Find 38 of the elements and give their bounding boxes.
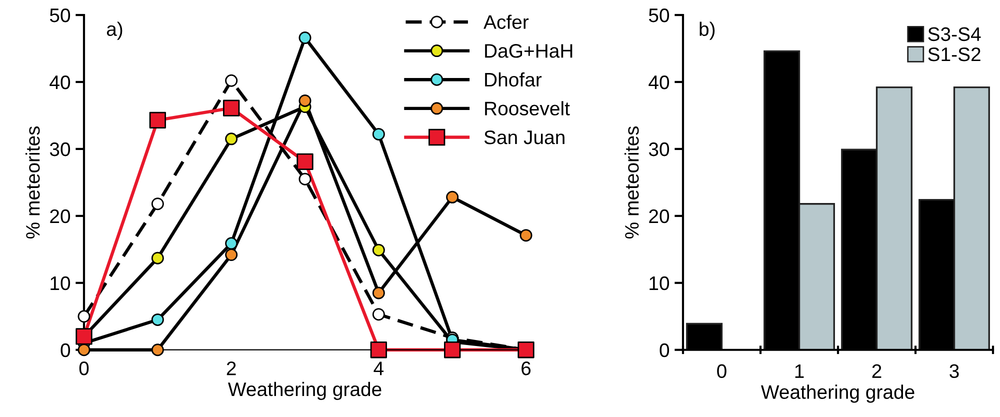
legend-label: San Juan xyxy=(484,130,564,144)
y-tick-label: 0 xyxy=(660,343,670,358)
y-tick-label: 40 xyxy=(50,75,70,90)
y-tick-label: 0 xyxy=(60,343,70,358)
legend-label: Roosevelt xyxy=(485,101,570,116)
legend-label: S3-S4 xyxy=(928,27,981,42)
y-axis-title: % meteorites xyxy=(26,126,40,238)
point xyxy=(296,153,314,170)
point xyxy=(370,342,387,358)
y-tick-label: 20 xyxy=(50,209,70,224)
x-axis-title: Weathering grade xyxy=(228,382,382,400)
x-tick-label: 6 xyxy=(522,361,531,376)
legend-label: Dhofar xyxy=(485,72,542,87)
x-axis-title: Weathering grade xyxy=(760,384,914,403)
x-tick-label: 2 xyxy=(226,361,236,376)
legend-label: S1-S2 xyxy=(928,47,980,62)
x-tick-label: 4 xyxy=(374,362,384,376)
annotation: a) xyxy=(106,22,122,40)
point xyxy=(223,100,240,116)
y-tick-label: 50 xyxy=(50,8,70,22)
point xyxy=(149,112,166,128)
annotation: b) xyxy=(700,22,715,40)
x-tick-label: 0 xyxy=(717,364,726,378)
y-tick-label: 30 xyxy=(648,142,670,156)
legend-label: DaG+HaH xyxy=(485,44,572,58)
x-tick-label: 2 xyxy=(872,364,882,378)
x-tick-label: 0 xyxy=(79,361,89,376)
y-axis-title: % meteorites xyxy=(624,126,639,238)
y-tick-label: 20 xyxy=(649,209,670,224)
point xyxy=(444,342,461,358)
y-tick-label: 40 xyxy=(648,75,670,90)
x-tick-label: 3 xyxy=(950,364,959,378)
y-tick-label: 50 xyxy=(648,8,670,22)
y-tick-label: 10 xyxy=(50,276,70,290)
y-tick-label: 30 xyxy=(50,142,70,156)
legend-label: Acfer xyxy=(484,14,529,29)
y-tick-label: 10 xyxy=(650,276,670,290)
x-tick-label: 1 xyxy=(795,364,804,378)
